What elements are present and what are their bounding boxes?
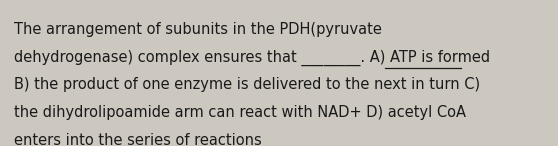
Text: dehydrogenase) complex ensures that ________. A) ATP is formed: dehydrogenase) complex ensures that ____… [14, 50, 490, 66]
Text: enters into the series of reactions: enters into the series of reactions [14, 133, 262, 146]
Text: dehydrogenase) complex ensures that: dehydrogenase) complex ensures that [14, 50, 301, 65]
Text: B) the product of one enzyme is delivered to the next in turn C): B) the product of one enzyme is delivere… [14, 77, 480, 92]
Text: The arrangement of subunits in the PDH(pyruvate: The arrangement of subunits in the PDH(p… [14, 22, 382, 37]
Text: dehydrogenase) complex ensures that ________: dehydrogenase) complex ensures that ____… [14, 50, 360, 66]
Text: the dihydrolipoamide arm can react with NAD+ D) acetyl CoA: the dihydrolipoamide arm can react with … [14, 105, 466, 120]
